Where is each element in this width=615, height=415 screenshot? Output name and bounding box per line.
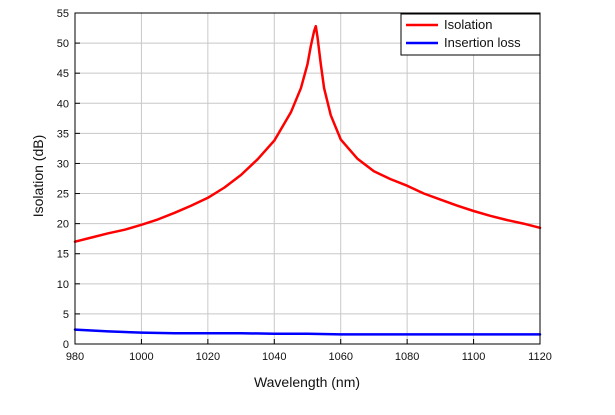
legend: Isolation Insertion loss: [400, 13, 541, 56]
x-tick-label: 1040: [262, 351, 286, 363]
y-tick-label: 40: [57, 98, 69, 110]
y-tick-label: 35: [57, 128, 69, 140]
grid: [75, 13, 540, 344]
x-tick-label: 1020: [196, 351, 220, 363]
x-tick-label: 1060: [328, 351, 352, 363]
series-layer: [73, 24, 542, 336]
y-tick-label: 55: [57, 8, 69, 20]
series-line-insertion-loss: [73, 328, 542, 336]
x-axis-title: Wavelength (nm): [254, 374, 360, 390]
series-line-isolation: [73, 24, 542, 243]
y-tick-label: 20: [57, 219, 69, 231]
legend-label-insertion-loss: Insertion loss: [444, 35, 521, 50]
y-tick-label: 5: [63, 309, 69, 321]
y-tick-label: 30: [57, 158, 69, 170]
y-tick-label: 45: [57, 68, 69, 80]
x-tick-label: 1100: [462, 351, 486, 363]
plot-frame: [74, 12, 541, 345]
x-tick-label: 1080: [395, 351, 419, 363]
y-tick-label: 15: [57, 249, 69, 261]
x-tick-label: 1120: [528, 351, 552, 363]
legend-label-isolation: Isolation: [444, 17, 492, 32]
y-tick-label: 0: [63, 339, 69, 351]
y-tick-label: 25: [57, 189, 69, 201]
x-tick-label: 1000: [129, 351, 153, 363]
ticks: 980 1000 1020 1040 1060 1080 1100 1120 0 5 10 15 20 2…: [57, 8, 552, 363]
x-tick-label: 980: [66, 351, 84, 363]
axes: [74, 12, 541, 345]
y-tick-label: 50: [57, 38, 69, 50]
y-tick-label: 10: [57, 279, 69, 291]
y-axis-title: Isolation (dB): [30, 135, 46, 217]
legend-box: [400, 13, 541, 56]
